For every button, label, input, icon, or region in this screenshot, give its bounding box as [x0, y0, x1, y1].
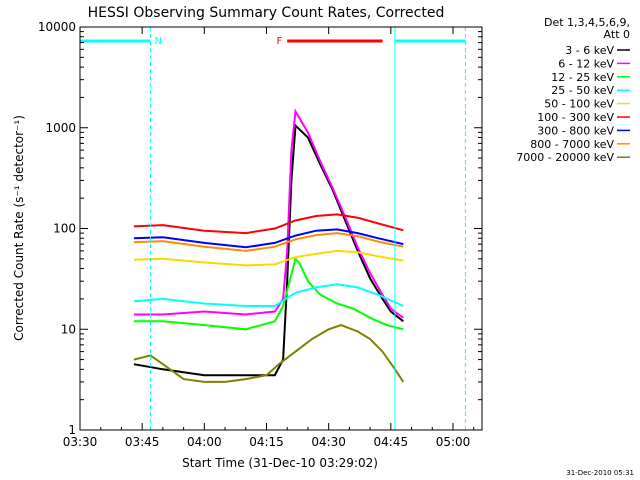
legend-label-7: 300 - 800 keV — [537, 124, 614, 137]
legend-label-8: 800 - 7000 keV — [530, 138, 614, 151]
x-tick-label-4: 04:15 — [249, 435, 284, 449]
legend-label-3: 12 - 25 keV — [551, 71, 614, 84]
x-tick-label-2: 03:45 — [125, 435, 160, 449]
x-tick-label-7: 05:00 — [436, 435, 471, 449]
x-tick-label-6: 04:45 — [374, 435, 409, 449]
x-tick-label-1: 03:30 — [63, 435, 98, 449]
x-axis: 03:30 03:45 04:00 04:15 04:30 04:45 05:00 — [63, 27, 475, 449]
series-line-2 — [133, 108, 404, 319]
plot-frame — [79, 26, 483, 431]
series-line-3 — [133, 256, 404, 331]
y-axis-label: Corrected Count Rate (s⁻¹ detector⁻¹) — [12, 115, 26, 341]
y-tick-label-5: 10000 — [38, 20, 76, 34]
legend-label-5: 50 - 100 keV — [544, 98, 614, 111]
series-line-1 — [133, 123, 404, 377]
y-tick-label-1: 1 — [68, 423, 76, 437]
y-tick-label-2: 10 — [61, 322, 76, 336]
footer-timestamp: 31-Dec-2010 05:31 — [566, 469, 634, 477]
x-tick-label-5: 04:30 — [311, 435, 346, 449]
legend-label-2: 6 - 12 keV — [558, 57, 614, 70]
legend-label-1: 3 - 6 keV — [565, 44, 614, 57]
series-line-6 — [133, 213, 404, 235]
series-line-9 — [133, 324, 405, 383]
series-line-4 — [133, 283, 404, 307]
annotation-label-f: F — [276, 36, 282, 47]
legend-label-4: 25 - 50 keV — [551, 84, 614, 97]
y-tick-label-4: 1000 — [45, 121, 76, 135]
legend-header-line-1: Det 1,3,4,5,6,9, — [544, 16, 630, 29]
legend-label-6: 100 - 300 keV — [537, 111, 614, 124]
annotation-label-n: N — [154, 36, 161, 47]
series-line-8 — [133, 232, 404, 252]
x-axis-label: Start Time (31-Dec-10 03:29:02) — [182, 456, 378, 470]
y-tick-label-3: 100 — [53, 222, 76, 236]
x-tick-label-3: 04:00 — [187, 435, 222, 449]
legend-header-line-2: Att 0 — [604, 28, 630, 41]
y-axis: 1 10 100 1000 10000 — [38, 20, 482, 437]
chart-title: HESSI Observing Summary Count Rates, Cor… — [88, 5, 445, 21]
series-line-5 — [133, 249, 404, 267]
series-layer — [133, 108, 405, 383]
legend-label-9: 7000 - 20000 keV — [516, 151, 614, 164]
series-line-7 — [133, 228, 404, 249]
